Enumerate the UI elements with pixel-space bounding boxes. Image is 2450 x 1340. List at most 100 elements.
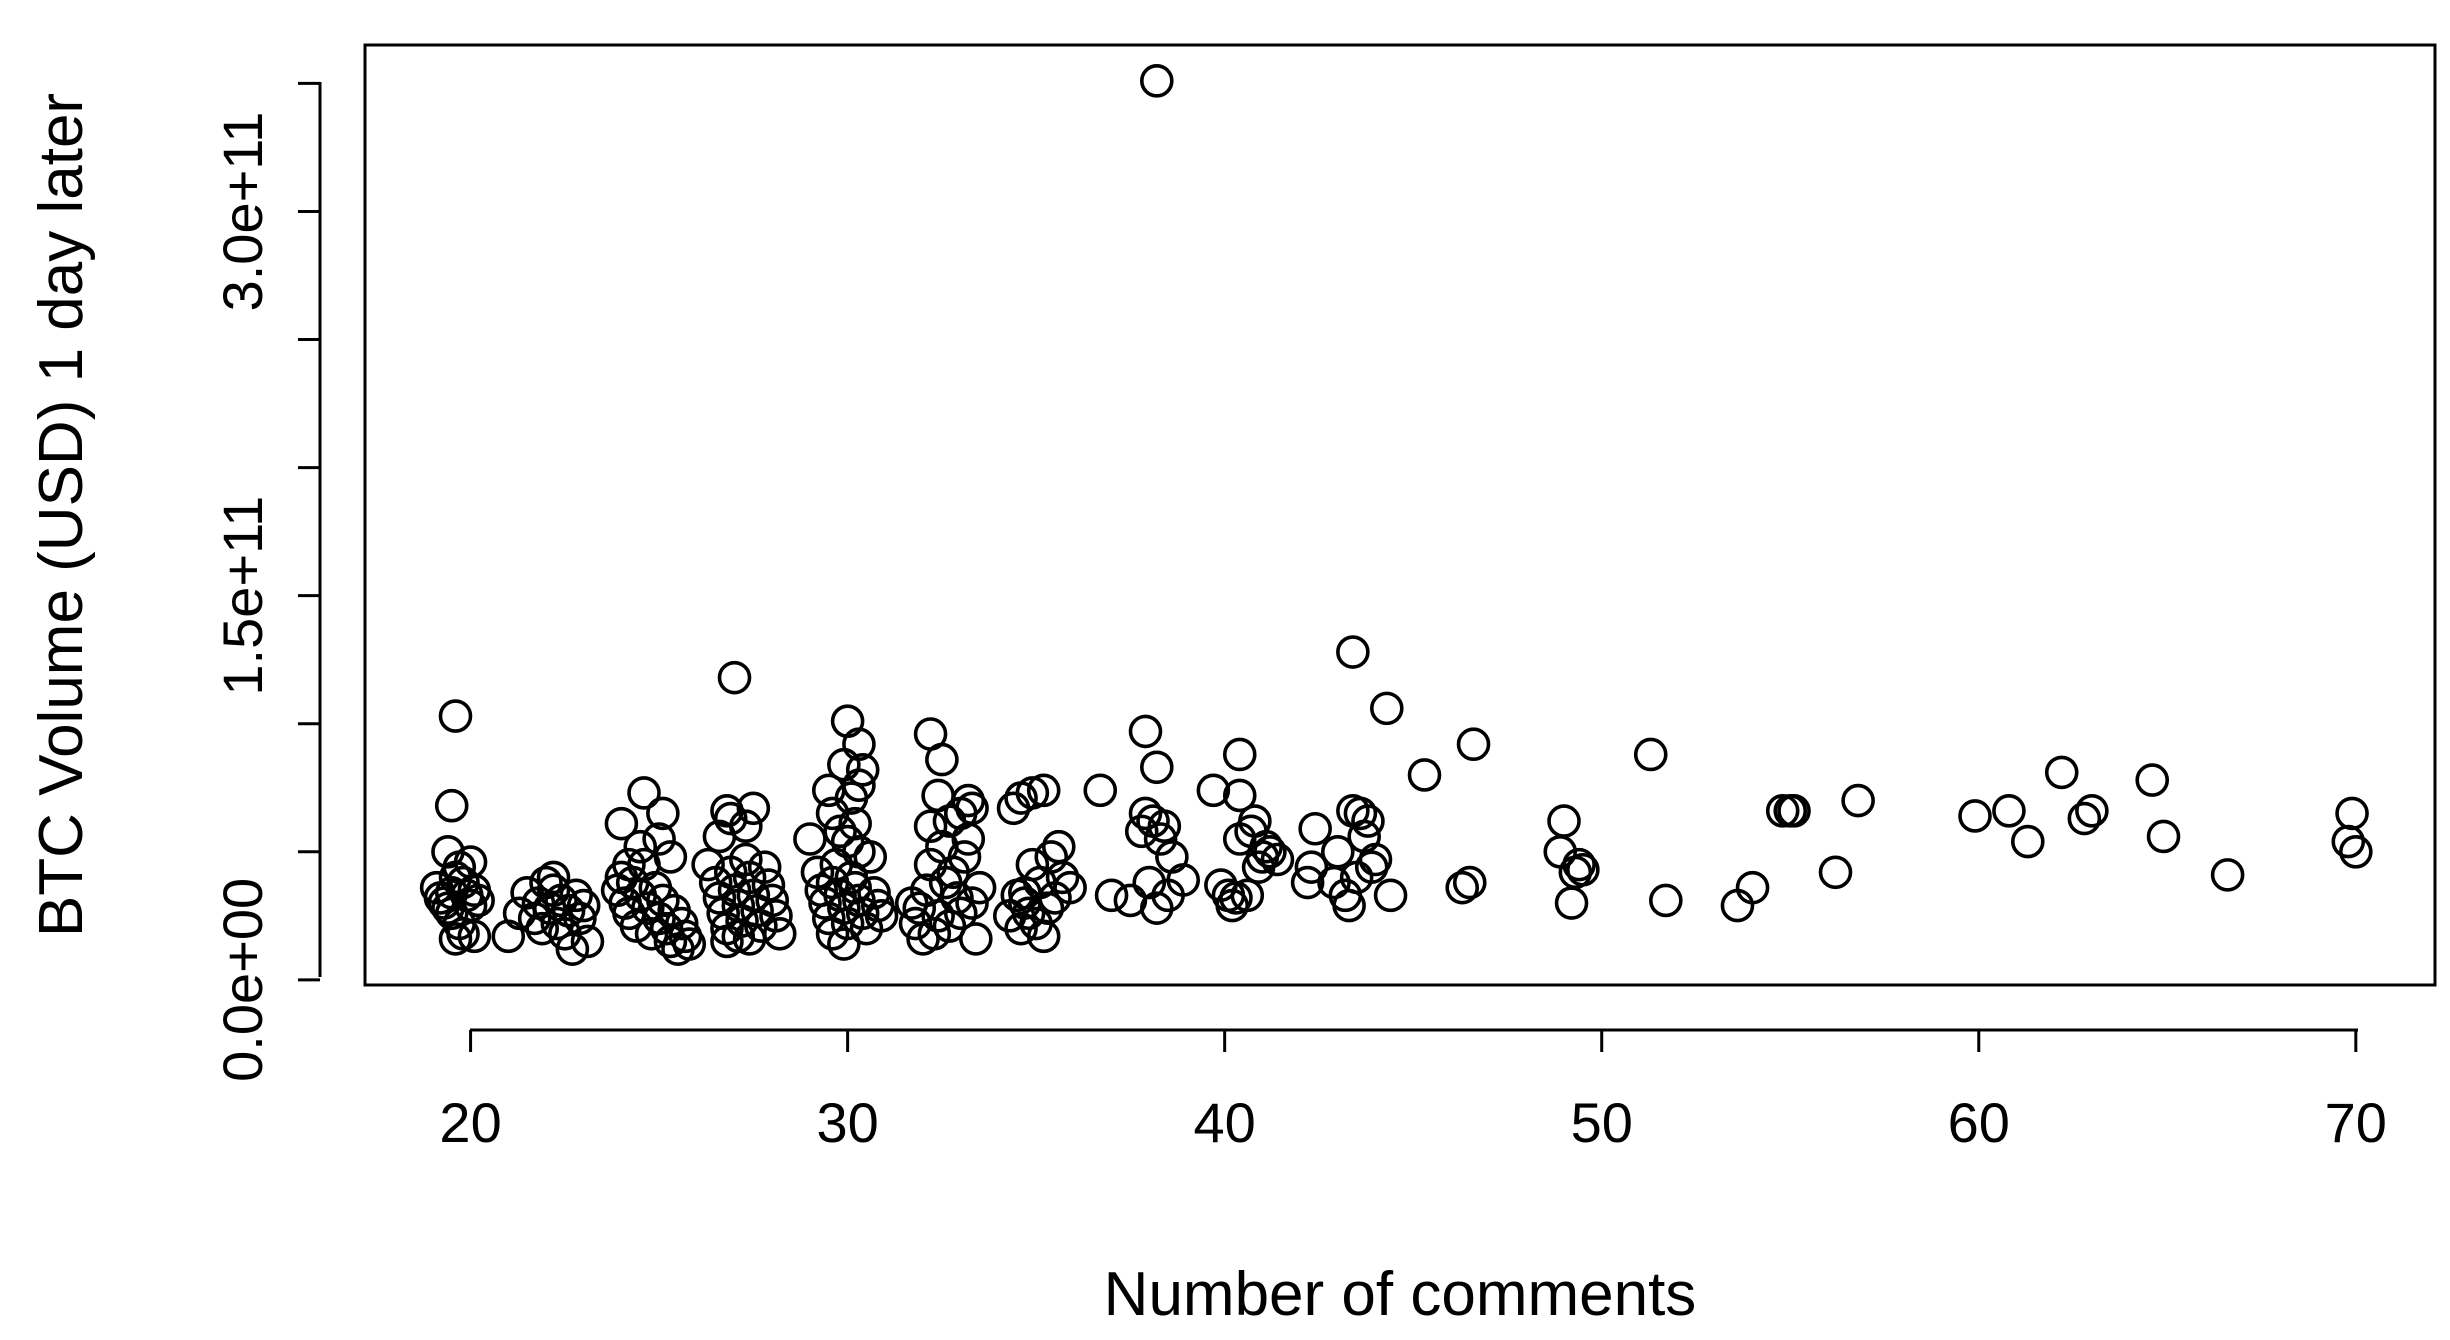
- data-point: [1030, 891, 1065, 925]
- data-point: [566, 888, 601, 923]
- data-point: [627, 776, 661, 810]
- data-point: [642, 822, 676, 856]
- y-axis-title: BTC Volume (USD) 1 day later: [27, 93, 96, 937]
- data-point: [491, 919, 526, 954]
- data-point: [653, 840, 688, 874]
- data-point: [1015, 847, 1050, 882]
- x-axis-title: Number of comments: [1104, 1260, 1697, 1329]
- data-point: [2339, 835, 2373, 869]
- data-point: [1219, 881, 1253, 915]
- data-point: [925, 742, 959, 777]
- data-point: [2044, 755, 2079, 790]
- data-point: [1336, 635, 1370, 669]
- data-point: [955, 791, 989, 826]
- data-point: [691, 847, 725, 882]
- data-point: [947, 840, 982, 874]
- data-point: [898, 906, 933, 941]
- x-tick-label: 20: [439, 1091, 501, 1154]
- data-point: [815, 916, 850, 951]
- data-point: [1351, 804, 1385, 838]
- data-point: [1045, 860, 1080, 895]
- data-point: [1140, 891, 1174, 925]
- data-point: [559, 878, 593, 913]
- data-point: [1456, 727, 1491, 762]
- data-point: [759, 899, 793, 933]
- data-point: [1407, 758, 1442, 792]
- data-point: [1633, 737, 1668, 772]
- data-point: [612, 847, 646, 882]
- data-point: [827, 747, 861, 782]
- data-point: [1445, 870, 1480, 905]
- data-point: [453, 845, 488, 879]
- data-point: [962, 870, 997, 905]
- data-point: [717, 660, 752, 695]
- data-point: [940, 881, 974, 915]
- data-point: [649, 911, 684, 946]
- data-point: [1230, 878, 1265, 913]
- data-point: [2335, 796, 2369, 831]
- data-point: [544, 883, 578, 918]
- data-point: [762, 916, 797, 951]
- data-point: [1260, 842, 1295, 877]
- data-point: [1140, 750, 1174, 785]
- data-point: [1649, 883, 1683, 918]
- data-point: [1004, 911, 1038, 946]
- data-point: [1094, 878, 1129, 913]
- data-point: [1290, 865, 1325, 900]
- data-point: [845, 753, 880, 787]
- data-point: [2210, 858, 2245, 892]
- data-point: [2135, 763, 2170, 797]
- data-point: [457, 919, 492, 954]
- data-point: [1566, 852, 1600, 887]
- data-point: [1373, 878, 1408, 913]
- data-point: [461, 883, 495, 918]
- data-point: [1343, 796, 1378, 831]
- data-point: [830, 704, 865, 738]
- data-point: [1147, 809, 1182, 843]
- data-point: [1452, 865, 1487, 900]
- data-point: [1140, 64, 1174, 98]
- x-tick-label: 30: [816, 1091, 878, 1154]
- data-point: [921, 899, 955, 933]
- data-point: [1298, 811, 1332, 846]
- data-point: [1358, 842, 1393, 877]
- data-point: [959, 922, 993, 956]
- data-point: [563, 901, 597, 936]
- data-point: [1294, 850, 1329, 884]
- data-point: [1370, 691, 1404, 726]
- data-point: [1053, 870, 1087, 905]
- data-point: [634, 916, 669, 951]
- data-point: [664, 906, 699, 941]
- data-point: [2067, 801, 2102, 836]
- data-point: [729, 842, 763, 877]
- data-point: [1320, 835, 1355, 869]
- data-point: [834, 781, 869, 815]
- data-point: [996, 791, 1031, 826]
- x-tick-label: 50: [1571, 1091, 1633, 1154]
- data-point: [1011, 896, 1046, 931]
- data-point: [864, 899, 899, 933]
- data-point: [604, 806, 639, 841]
- data-point: [510, 875, 544, 910]
- data-points: [419, 64, 2373, 966]
- data-point: [1332, 888, 1366, 923]
- data-point: [736, 791, 771, 826]
- data-point: [646, 796, 680, 831]
- data-point: [434, 788, 469, 823]
- data-point: [732, 922, 767, 956]
- data-point: [721, 919, 756, 954]
- data-point: [438, 699, 473, 733]
- y-axis-ticks: 0.0e+00 1.5e+11 3.0e+11: [211, 81, 320, 1082]
- data-point: [536, 860, 571, 895]
- plot-frame: [363, 43, 2437, 987]
- data-point: [751, 868, 786, 902]
- data-point: [838, 806, 872, 841]
- data-point: [525, 911, 560, 946]
- x-axis-ticks: 20 30 40 50 60 70: [439, 1030, 2387, 1154]
- data-point: [1034, 840, 1069, 874]
- data-point: [1735, 870, 1770, 905]
- data-point: [1083, 773, 1118, 808]
- y-tick-label: 0.0e+00: [211, 878, 274, 1082]
- data-point: [1222, 778, 1257, 813]
